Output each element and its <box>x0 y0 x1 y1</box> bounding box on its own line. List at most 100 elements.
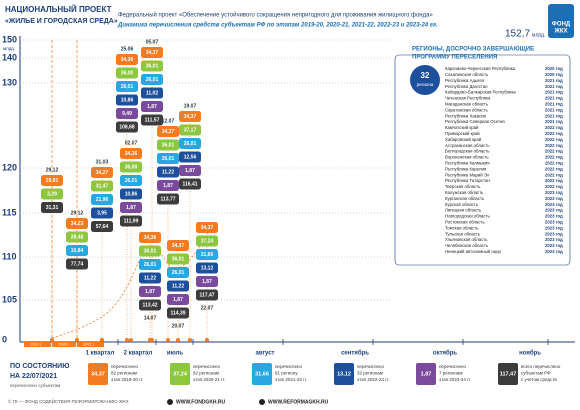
y-unit: млрд. <box>3 46 15 51</box>
copyright: © ГК — ФОНД СОДЕЙСТВИЯ РЕФОРМИРОВАНИЮ ЖК… <box>8 397 129 404</box>
chip <box>41 202 63 213</box>
year-label: 2021 г. <box>83 343 95 347</box>
year-label: 2020 г. <box>58 343 70 347</box>
column-date: 02.07 <box>125 140 138 146</box>
legend-text: 82 регионам <box>111 371 137 376</box>
legend-value: 31,66 <box>255 371 269 377</box>
chip-value: 111,99 <box>124 219 139 225</box>
x-label: ноябрь <box>519 350 541 357</box>
column-date: 20.07 <box>172 323 185 329</box>
chip-value: 36,01 <box>144 249 157 255</box>
chip-value: 34,37 <box>162 129 175 135</box>
column-date: 05.07 <box>146 39 159 45</box>
chip <box>141 74 163 85</box>
dot <box>125 338 129 342</box>
legend-text: 32 регионам <box>357 371 383 376</box>
legend-value: 13,12 <box>337 371 351 377</box>
project: Федеральный проект «Обеспечение устойчив… <box>118 12 433 19</box>
dot <box>176 338 180 342</box>
chip <box>141 114 163 126</box>
region-year: 2020 год <box>545 66 563 71</box>
legend-value: 37,24 <box>173 371 188 377</box>
chip-value: 57,64 <box>96 224 109 230</box>
y-label: 130 <box>2 77 17 87</box>
region-year: 2023 год <box>545 243 563 248</box>
trend <box>51 227 211 339</box>
year-band <box>52 342 76 347</box>
region-year: 2023 год <box>545 190 563 195</box>
chip <box>116 121 138 133</box>
logo-text: ФОНД <box>552 22 571 28</box>
chip <box>167 267 189 278</box>
chip <box>179 111 201 122</box>
chip-value: 34,37 <box>146 50 159 56</box>
region-year: 2021 год <box>545 90 563 95</box>
chip-value: 34,37 <box>184 114 197 120</box>
region-year: 2023 год <box>545 214 563 219</box>
region-name: Республика Калмыкия <box>445 161 490 166</box>
x-label: 1 квартал <box>86 351 115 357</box>
dot <box>100 338 104 342</box>
region-name: Ненецкий автономный округ <box>445 249 502 254</box>
chip-value: 34,36 <box>121 57 134 63</box>
regions-count-label: региона <box>417 82 434 87</box>
subtitle: Динамика перечисления средств субъектам … <box>117 22 438 29</box>
region-name: Саратовская область <box>445 107 488 112</box>
chip <box>91 180 113 192</box>
column-date: 19.07 <box>184 103 197 109</box>
region-year: 2021 год <box>545 78 563 83</box>
region-year: 2022 год <box>545 131 563 136</box>
region-name: Тульская область <box>445 231 481 236</box>
legend-swatch <box>498 363 518 385</box>
chip-value: 34,37 <box>172 243 185 249</box>
region-name: Челябинская область <box>445 243 489 248</box>
legend-text: перечислено <box>193 364 221 369</box>
regions-title: РЕГИОНЫ, ДОСРОЧНО ЗАВЕРШАЮЩИЕ <box>412 47 534 53</box>
chip-value: 36,01 <box>162 143 175 149</box>
chip <box>116 94 138 106</box>
x-label: июль <box>167 351 183 357</box>
region-name: Республика Адыгея <box>445 78 485 83</box>
status: НА 22/07/2021 <box>10 373 57 380</box>
chip-value: 36,00 <box>125 165 138 171</box>
legend-value: 117,47 <box>500 371 517 377</box>
chip-value: 9,49 <box>122 111 132 117</box>
chip <box>139 245 161 257</box>
chip <box>66 231 88 243</box>
year-band <box>77 342 104 347</box>
chip <box>66 245 88 256</box>
chip-value: 1,87 <box>202 279 212 285</box>
site-dot <box>167 399 173 405</box>
chip-value: 26,01 <box>162 156 175 162</box>
chip <box>141 101 163 112</box>
column-date: 29.12 <box>71 210 84 216</box>
region-year: 2023 год <box>545 196 563 201</box>
dot <box>75 338 79 342</box>
chip <box>120 161 142 173</box>
chip <box>91 221 113 232</box>
dot <box>129 338 133 342</box>
chip <box>120 148 142 159</box>
chip <box>116 54 138 65</box>
y-label: 110 <box>2 251 17 261</box>
dot <box>205 338 209 342</box>
legend-swatch <box>252 363 272 385</box>
y-label: 0 <box>2 334 7 344</box>
regions-panel <box>394 54 571 266</box>
chip <box>120 175 142 186</box>
legend-swatch <box>88 363 108 385</box>
chip-value: 113,77 <box>160 197 175 203</box>
chip-value: 1,87 <box>145 289 155 295</box>
chip <box>157 193 179 205</box>
y-label: 150 <box>2 34 17 44</box>
region-year: 2020 год <box>545 72 563 77</box>
region-name: Томская область <box>445 225 479 230</box>
chip-value: 26,01 <box>144 262 157 268</box>
chip-value: 34,37 <box>201 225 214 231</box>
region-year: 2023 год <box>545 249 563 254</box>
region-name: Приморский край <box>445 131 480 136</box>
chip-value: 37,17 <box>184 128 197 134</box>
chip-value: 36,01 <box>172 257 185 263</box>
region-year: 2023 год <box>545 220 563 225</box>
